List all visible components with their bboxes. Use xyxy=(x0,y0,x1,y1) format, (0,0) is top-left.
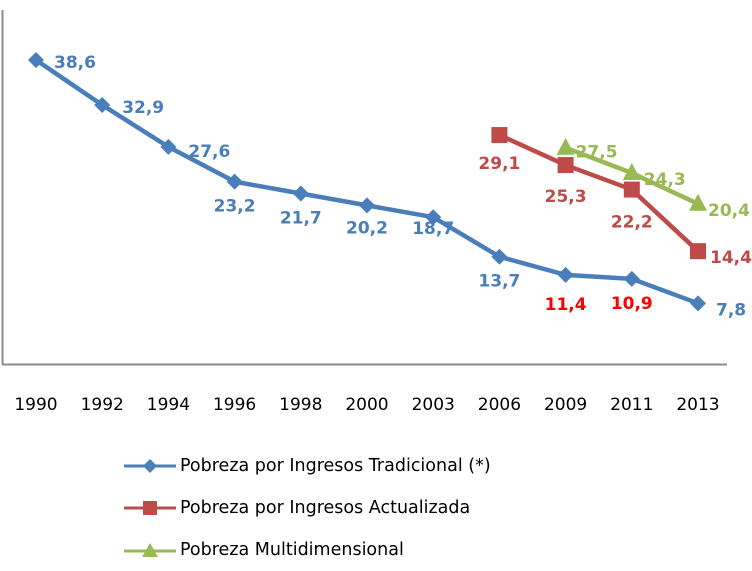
square-marker-icon xyxy=(124,501,176,515)
x-tick-label: 2003 xyxy=(412,395,455,415)
legend-item-multidimensional: Pobreza Multidimensional xyxy=(122,529,491,571)
data-label-tradicional-2011: 10,9 xyxy=(611,294,653,314)
x-tick-label: 2013 xyxy=(676,395,719,415)
data-point-multidimensional-2009 xyxy=(556,137,575,155)
legend-label: Pobreza por Ingresos Actualizada xyxy=(180,498,471,518)
data-label-actualizada-2009: 25,3 xyxy=(545,187,587,207)
data-point-tradicional-1996 xyxy=(226,173,243,190)
data-point-actualizada-2011 xyxy=(623,181,640,198)
data-point-actualizada-2009 xyxy=(557,157,574,174)
data-point-tradicional-2009 xyxy=(557,266,574,283)
data-label-tradicional-2003: 18,7 xyxy=(412,219,454,239)
data-point-actualizada-2013 xyxy=(690,243,706,260)
data-label-actualizada-2013: 14,4 xyxy=(710,248,752,268)
data-point-tradicional-2006 xyxy=(491,248,508,265)
series-layer xyxy=(28,52,707,312)
x-tick-label: 1990 xyxy=(14,395,57,415)
data-point-tradicional-1994 xyxy=(160,138,177,155)
legend-item-tradicional: Pobreza por Ingresos Tradicional (*) xyxy=(122,445,491,487)
data-label-tradicional-2006: 13,7 xyxy=(478,272,520,292)
x-tick-label: 1998 xyxy=(279,395,322,415)
data-label-tradicional-1994: 27,6 xyxy=(188,142,230,162)
data-point-multidimensional-2013 xyxy=(689,193,707,211)
triangle-marker-icon xyxy=(124,543,176,557)
data-label-tradicional-1992: 32,9 xyxy=(122,98,164,118)
data-point-tradicional-1990 xyxy=(28,52,44,68)
data-point-tradicional-1992 xyxy=(94,97,111,114)
data-label-tradicional-2000: 20,2 xyxy=(346,218,388,238)
legend-item-actualizada: Pobreza por Ingresos Actualizada xyxy=(122,487,491,529)
data-label-tradicional-1996: 23,2 xyxy=(214,197,256,217)
data-label-multidimensional-2011: 24,3 xyxy=(644,170,686,190)
x-tick-label: 1996 xyxy=(213,395,256,415)
data-point-tradicional-2011 xyxy=(623,270,640,287)
data-point-tradicional-1998 xyxy=(292,185,309,202)
x-tick-label: 2000 xyxy=(345,395,388,415)
x-tick-label: 2009 xyxy=(544,395,587,415)
x-tick-label: 1994 xyxy=(147,395,190,415)
x-tick-labels: 1990 1992 1994 1996 1998 2000 2003 2006 2009 2011… xyxy=(14,395,719,415)
x-tick-label: 1992 xyxy=(81,395,124,415)
data-label-tradicional-1990: 38,6 xyxy=(54,53,96,73)
legend-label: Pobreza por Ingresos Tradicional (*) xyxy=(180,456,491,476)
legend-label: Pobreza Multidimensional xyxy=(180,540,404,560)
data-point-multidimensional-2011 xyxy=(622,162,641,180)
diamond-marker-icon xyxy=(124,459,176,473)
x-tick-label: 2011 xyxy=(610,395,653,415)
data-label-tradicional-2009: 11,4 xyxy=(545,295,587,315)
legend: Pobreza por Ingresos Tradicional (*) Pob… xyxy=(122,445,491,571)
data-point-tradicional-2013 xyxy=(690,295,706,312)
data-label-tradicional-2013: 7,8 xyxy=(716,300,746,320)
series-line-actualizada xyxy=(498,133,700,253)
line-chart: 38,6 32,9 27,6 23,2 21,7 20,2 18,7 13,7 11,4 10,9… xyxy=(1,10,752,415)
data-point-tradicional-2003 xyxy=(425,209,442,226)
data-point-tradicional-2000 xyxy=(359,197,375,214)
data-label-layer: 38,6 32,9 27,6 23,2 21,7 20,2 18,7 13,7 11,4 10,9… xyxy=(54,53,752,320)
data-label-actualizada-2006: 29,1 xyxy=(478,154,520,174)
x-tick-label: 2006 xyxy=(478,395,521,415)
data-point-actualizada-2006 xyxy=(491,127,508,144)
data-label-tradicional-1998: 21,7 xyxy=(280,209,322,229)
data-label-multidimensional-2009: 27,5 xyxy=(576,143,618,163)
data-label-actualizada-2011: 22,2 xyxy=(611,213,653,233)
data-label-multidimensional-2013: 20,4 xyxy=(708,201,750,221)
series-line-tradicional xyxy=(34,58,699,306)
